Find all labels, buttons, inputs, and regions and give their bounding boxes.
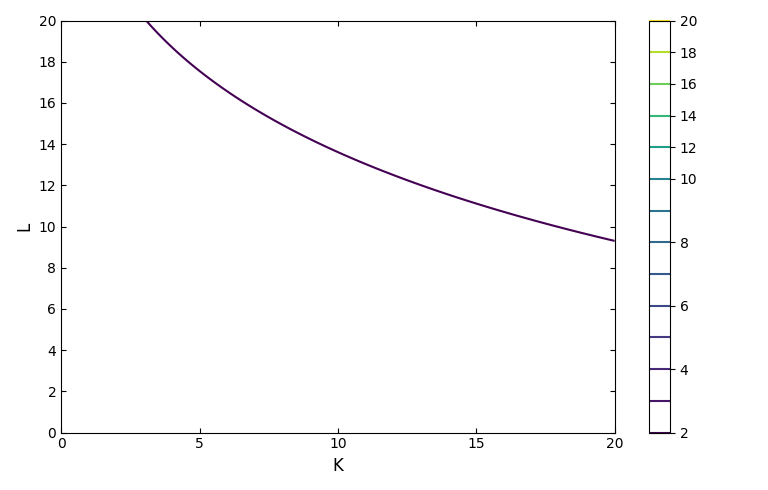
- X-axis label: K: K: [333, 457, 343, 475]
- Y-axis label: L: L: [15, 222, 33, 231]
